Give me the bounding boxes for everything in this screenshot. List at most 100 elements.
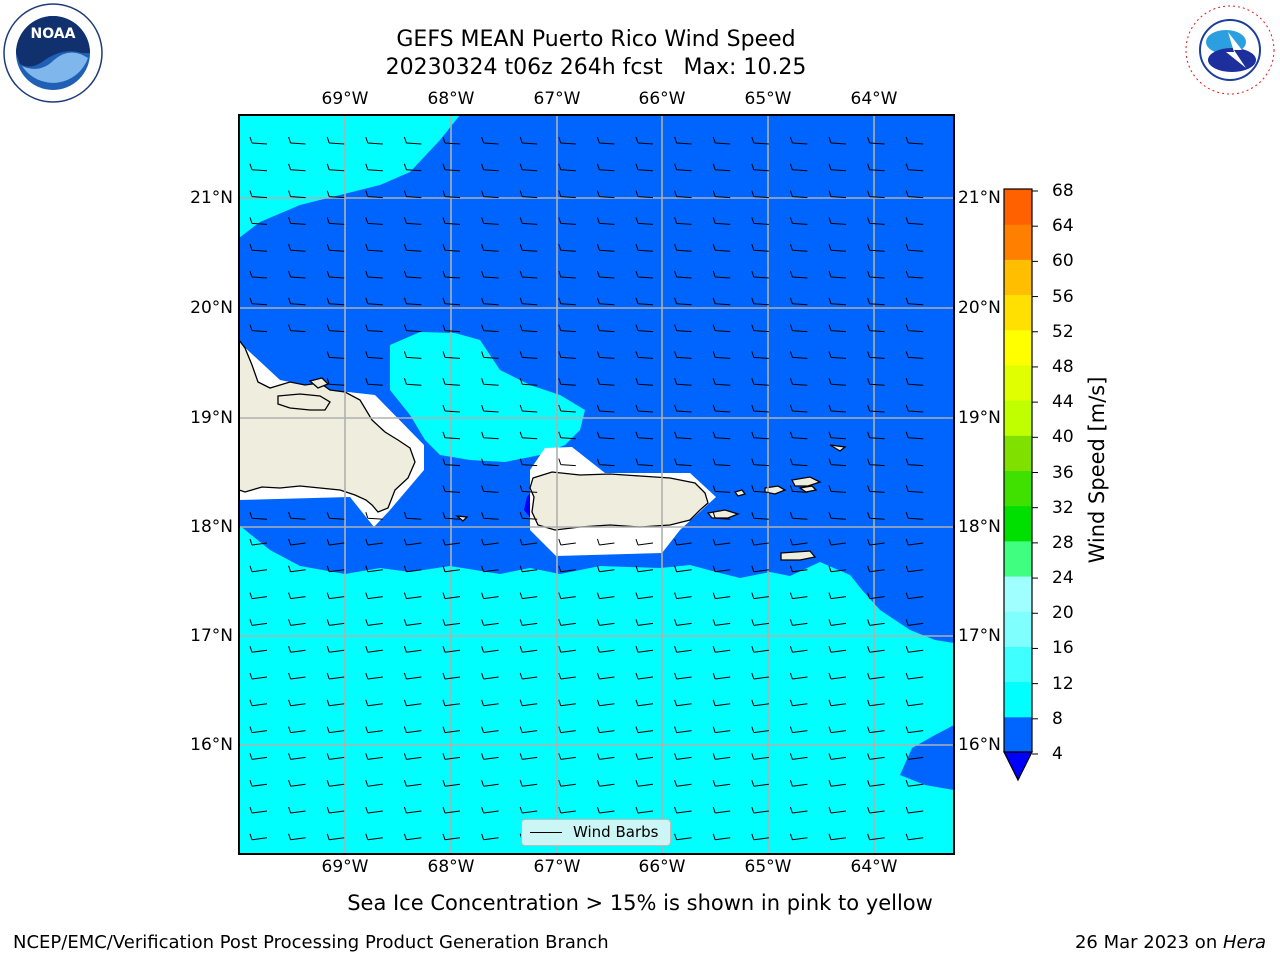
wind-barb [635,244,654,252]
wind-barb [867,431,885,440]
colorbar-segment [1004,294,1032,331]
national-weather-service-logo-icon [1185,5,1275,95]
wind-barb [519,324,538,333]
wind-barb [326,565,345,573]
wind-barb [403,592,422,600]
wind-barb [519,431,538,440]
wind-barb [558,699,576,707]
wind-barb [249,190,268,199]
wind-barb [442,324,461,333]
wind-barb [635,538,654,546]
wind-barb [712,646,731,653]
wind-barb [596,458,615,467]
wind-barb [519,806,538,814]
wind-barb [558,378,576,386]
wind-barb [828,753,847,760]
wind-barb [867,619,885,626]
wind-barb [712,780,731,787]
wind-barb [288,833,306,841]
wind-barb [365,753,383,760]
wind-barb [481,270,499,279]
wind-barb [326,753,345,760]
wind-barb [751,485,769,493]
wind-barb [828,351,847,359]
legend-line-icon [530,832,562,833]
wind-barb [481,351,499,359]
wind-barb [905,190,924,199]
wind-barb [635,324,654,333]
colorbar-tick-label: 24 [1052,568,1074,589]
wind-barb [635,190,654,199]
wind-barb [403,619,422,626]
wind-barb [558,163,576,172]
wind-barb [519,485,538,493]
wind-barb [789,485,808,493]
wind-barb [751,324,769,333]
wind-barb [403,672,422,680]
wind-barb [558,619,576,626]
svg-text:NOAA: NOAA [31,26,76,42]
wind-barb [249,806,268,814]
wind-barb [635,163,654,172]
lat-label-left: 21°N [190,188,233,208]
wind-barb [751,619,769,626]
wind-barb [596,699,615,707]
wind-barb [828,404,847,413]
wind-barb [905,297,924,306]
wind-barb [905,404,924,413]
wind-barb [558,458,576,467]
colorbar-segment [1004,505,1032,542]
wind-barb [905,351,924,359]
wind-barb [249,244,268,252]
wind-barb [288,324,306,333]
wind-barb [828,619,847,626]
wind-barb [249,699,268,707]
colorbar-segment [1004,189,1032,225]
wind-barb [867,512,885,520]
wind-barb [481,163,499,172]
wind-barb [326,512,345,520]
wind-barb [365,270,383,279]
wind-barb [403,136,422,145]
wind-barb [596,244,615,252]
colorbar-frame [1003,188,1033,753]
lat-label-left: 20°N [190,298,233,318]
wind-barb [674,244,692,252]
wind-barb [403,512,422,520]
wind-barb [674,806,692,814]
lon-label-bottom: 69°W [321,857,369,877]
footer-date: 26 Mar 2023 on Hera [1075,932,1266,953]
wind-barb [905,485,924,493]
wind-barb [288,190,306,199]
wind-barb [442,431,461,440]
wind-barb [365,619,383,626]
wind-barb [596,270,615,279]
wind-barb [442,512,461,520]
wind-barb [249,217,268,225]
wind-barb [828,136,847,145]
wind-barb [519,699,538,707]
wind-barb [249,833,268,841]
wind-barb [751,378,769,386]
wind-barb [751,592,769,600]
wind-barb [789,646,808,653]
wind-barb [596,753,615,760]
wind-barb [365,378,383,386]
wind-barb [674,163,692,172]
wind-barb [789,324,808,333]
wind-barb [712,136,731,145]
colorbar-tick-label: 40 [1052,427,1074,448]
wind-barb [326,726,345,734]
wind-barb [365,726,383,734]
wind-barb [558,270,576,279]
wind-barb [519,458,538,467]
lat-label-left: 16°N [190,735,233,755]
wind-barb [442,136,461,145]
wind-barb [326,538,345,546]
wind-barb [828,726,847,734]
wind-fill-4-8 [239,115,954,643]
wind-barb [674,431,692,440]
wind-barb [751,217,769,225]
colorbar-segment [1004,470,1032,507]
wind-barb [519,136,538,145]
